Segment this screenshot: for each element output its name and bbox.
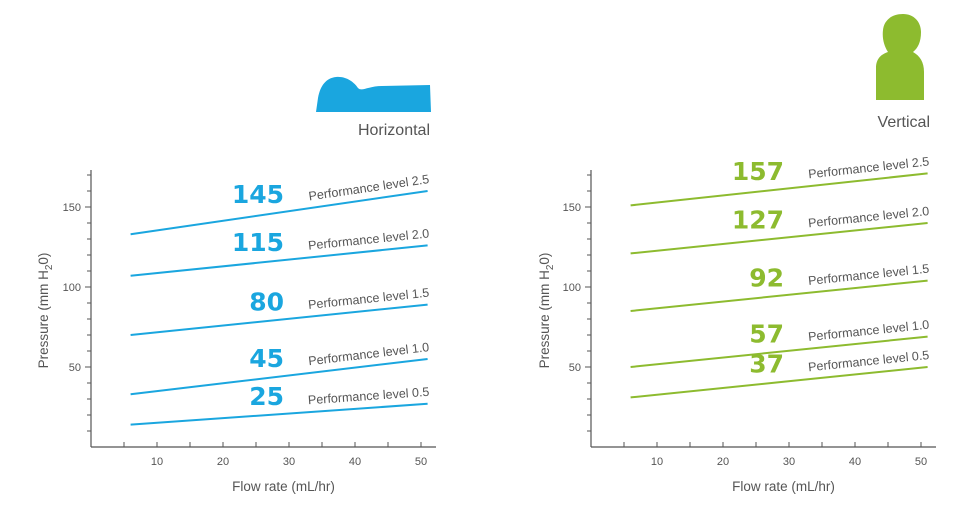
series-value-label: 127	[732, 206, 784, 235]
series-value-label: 25	[249, 382, 284, 411]
x-tick-label: 40	[849, 456, 861, 468]
series-value-label: 92	[749, 263, 784, 292]
x-tick-label: 50	[915, 456, 927, 468]
x-tick-label: 20	[717, 456, 729, 468]
series-value-label: 57	[749, 319, 784, 348]
y-axis-label-subscript: 2	[44, 264, 55, 270]
series-value-label: 115	[232, 228, 284, 257]
series-line	[630, 366, 928, 399]
y-axis-label-subscript: 2	[545, 264, 556, 270]
series-name-label: Performance level 2.0	[808, 204, 930, 230]
x-tick-label: 30	[783, 456, 795, 468]
y-tick-label: 50	[69, 362, 81, 374]
series-line	[130, 244, 428, 277]
y-axis-label-end: 0)	[537, 253, 552, 265]
chart-horizontal: 50 100 150 10 20 30 40 50 Flow rate (mL/hr) Press…	[36, 170, 436, 494]
series-name-label: Performance level 1.5	[808, 262, 930, 288]
y-tick-label: 50	[569, 362, 581, 374]
y-axis-label: Pressure (mm H20)	[537, 253, 556, 369]
y-axis-label-end: 0)	[36, 253, 51, 265]
series-value-label: 145	[232, 180, 284, 209]
series-value-label: 37	[749, 350, 784, 379]
series-name-label: Performance level 2.5	[808, 154, 930, 181]
series-line	[630, 222, 928, 255]
y-axis-label-main: Pressure (mm H	[537, 270, 552, 368]
series-name-label: Performance level 0.5	[808, 348, 930, 374]
series-name-label: Performance level 1.0	[308, 340, 430, 368]
series-line	[630, 335, 928, 368]
y-axis-label: Pressure (mm H20)	[36, 253, 55, 369]
x-tick-label: 30	[283, 456, 295, 468]
series-name-label: Performance level 2.0	[308, 226, 430, 252]
series-line	[130, 303, 428, 336]
x-tick-label: 40	[349, 456, 361, 468]
series-value-label: 80	[249, 287, 284, 316]
series-line	[630, 279, 928, 312]
series-line	[630, 172, 928, 207]
x-tick-label: 20	[217, 456, 229, 468]
series-name-label: Performance level 1.0	[808, 318, 930, 344]
y-tick-label: 150	[63, 202, 81, 214]
panel-caption-horizontal: Horizontal	[358, 122, 430, 139]
panel-caption-vertical: Vertical	[878, 114, 930, 131]
x-tick-label: 50	[415, 456, 427, 468]
lying-person-icon	[316, 76, 431, 112]
standing-person-icon	[876, 14, 924, 100]
series-line	[130, 190, 428, 236]
y-tick-label: 100	[63, 282, 81, 294]
x-axis-label: Flow rate (mL/hr)	[232, 479, 335, 494]
series-line	[130, 358, 428, 396]
series-name-label: Performance level 1.5	[308, 286, 430, 312]
y-tick-label: 150	[563, 202, 581, 214]
series-value-label: 157	[732, 157, 784, 186]
y-tick-label: 100	[563, 282, 581, 294]
x-tick-label: 10	[651, 456, 663, 468]
x-tick-label: 10	[151, 456, 163, 468]
chart-vertical: 50 100 150 10 20 30 40 50 Flow rate (mL/hr) Press…	[537, 154, 936, 494]
series-line	[130, 402, 428, 426]
series-name-label: Performance level 0.5	[308, 385, 430, 407]
x-axis-label: Flow rate (mL/hr)	[732, 479, 835, 494]
y-axis-label-main: Pressure (mm H	[36, 270, 51, 368]
series-value-label: 45	[249, 344, 284, 373]
